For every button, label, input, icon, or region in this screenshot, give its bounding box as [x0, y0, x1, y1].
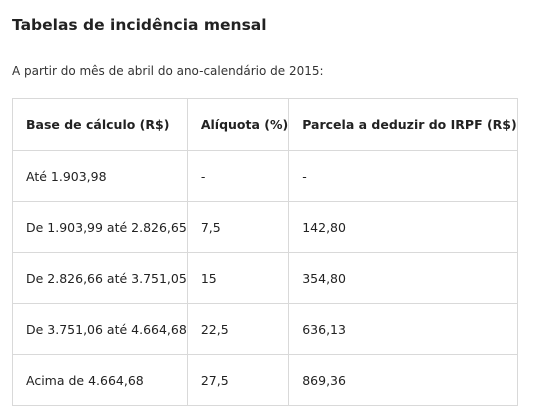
cell-aliquota: 7,5	[186, 201, 290, 253]
cell-base: Até 1.903,98	[12, 150, 188, 202]
header-aliquota: Alíquota (%)	[186, 98, 290, 151]
cell-aliquota: 27,5	[186, 354, 290, 406]
cell-parcela: 142,80	[288, 201, 518, 253]
header-base-calculo: Base de cálculo (R$)	[12, 98, 188, 151]
table-row: Acima de 4.664,68 27,5 869,36	[12, 354, 518, 406]
page-title: Tabelas de incidência mensal	[12, 16, 267, 34]
cell-parcela: -	[288, 150, 518, 202]
header-parcela-deduzir: Parcela a deduzir do IRPF (R$)	[288, 98, 518, 151]
cell-base: Acima de 4.664,68	[12, 354, 188, 406]
tax-table: Base de cálculo (R$) Alíquota (%) Parcel…	[12, 98, 518, 406]
cell-base: De 2.826,66 até 3.751,05	[12, 252, 188, 304]
cell-parcela: 354,80	[288, 252, 518, 304]
table-row: De 1.903,99 até 2.826,65 7,5 142,80	[12, 201, 518, 253]
cell-parcela: 869,36	[288, 354, 518, 406]
intro-text: A partir do mês de abril do ano-calendár…	[12, 64, 324, 78]
cell-aliquota: 15	[186, 252, 290, 304]
cell-parcela: 636,13	[288, 303, 518, 355]
cell-base: De 1.903,99 até 2.826,65	[12, 201, 188, 253]
cell-base: De 3.751,06 até 4.664,68	[12, 303, 188, 355]
table-row: Até 1.903,98 - -	[12, 150, 518, 202]
table-row: De 2.826,66 até 3.751,05 15 354,80	[12, 252, 518, 304]
cell-aliquota: -	[186, 150, 290, 202]
cell-aliquota: 22,5	[186, 303, 290, 355]
table-header-row: Base de cálculo (R$) Alíquota (%) Parcel…	[12, 98, 518, 151]
table-row: De 3.751,06 até 4.664,68 22,5 636,13	[12, 303, 518, 355]
